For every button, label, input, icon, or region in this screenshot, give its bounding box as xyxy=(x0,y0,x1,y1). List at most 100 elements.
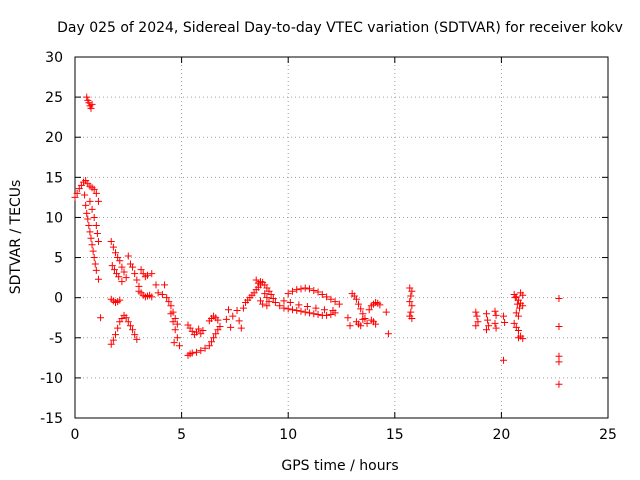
data-point xyxy=(233,307,241,315)
data-point xyxy=(482,310,490,318)
data-point xyxy=(365,306,373,314)
data-points xyxy=(71,93,563,388)
data-point xyxy=(376,301,384,309)
data-point xyxy=(297,285,305,293)
data-point xyxy=(229,312,237,320)
data-point xyxy=(227,323,235,331)
data-point xyxy=(137,266,145,274)
data-point xyxy=(193,348,201,356)
data-point xyxy=(500,356,508,364)
data-point xyxy=(485,322,493,330)
data-point xyxy=(92,221,100,229)
data-point xyxy=(86,197,94,205)
plot-frame xyxy=(74,56,609,419)
data-point xyxy=(314,288,322,296)
data-point xyxy=(235,317,243,325)
data-point xyxy=(407,308,415,316)
data-point xyxy=(133,276,141,284)
y-tick-label: 15 xyxy=(45,170,63,186)
x-tick-label: 0 xyxy=(71,427,80,443)
data-point xyxy=(90,213,98,221)
chart-title: Day 025 of 2024, Sidereal Day-to-day VTE… xyxy=(57,20,623,36)
data-point xyxy=(500,312,508,320)
y-axis-label: SDTVAR / TECUs xyxy=(8,180,24,295)
data-point xyxy=(122,314,130,322)
data-point xyxy=(237,324,245,332)
data-point xyxy=(83,93,91,101)
y-tick-label: -15 xyxy=(40,411,63,427)
y-tick-label: 30 xyxy=(45,50,63,66)
data-point xyxy=(310,286,318,294)
x-tick-label: 20 xyxy=(492,427,510,443)
data-point xyxy=(93,229,101,237)
data-point xyxy=(346,322,354,330)
y-tick-label: -10 xyxy=(40,371,63,387)
data-point xyxy=(312,304,320,312)
data-point xyxy=(118,278,126,286)
data-point xyxy=(288,306,296,314)
data-point xyxy=(491,307,499,315)
data-point xyxy=(116,296,124,304)
x-axis-label: GPS time / hours xyxy=(281,458,398,474)
data-point xyxy=(513,300,521,308)
data-point xyxy=(214,316,222,324)
data-point xyxy=(329,307,337,315)
data-point xyxy=(152,281,160,289)
data-point xyxy=(173,320,181,328)
data-point xyxy=(555,358,563,366)
data-point xyxy=(259,300,267,308)
data-point xyxy=(306,309,314,317)
data-point xyxy=(115,273,123,281)
data-point xyxy=(516,304,524,312)
data-point xyxy=(303,302,311,310)
data-point xyxy=(310,310,318,318)
data-point xyxy=(519,335,527,343)
data-point xyxy=(163,294,171,302)
data-point xyxy=(363,319,371,327)
data-point xyxy=(491,319,499,327)
data-point xyxy=(473,312,481,320)
data-point xyxy=(126,322,134,330)
data-point xyxy=(293,307,301,315)
data-point xyxy=(327,295,335,303)
data-point xyxy=(87,234,95,242)
data-point xyxy=(408,315,416,323)
data-point xyxy=(357,305,365,313)
data-point xyxy=(271,298,279,306)
data-point xyxy=(158,290,166,298)
y-tick-label: 25 xyxy=(45,90,63,106)
data-point xyxy=(199,327,207,335)
data-point xyxy=(91,260,99,268)
data-point xyxy=(514,312,522,320)
data-point xyxy=(112,331,120,339)
data-point xyxy=(286,298,294,306)
x-tick-label: 5 xyxy=(177,427,186,443)
data-point xyxy=(331,298,339,306)
data-point xyxy=(406,298,414,306)
data-point xyxy=(118,263,126,271)
data-point xyxy=(88,100,96,108)
data-point xyxy=(205,342,213,350)
data-point xyxy=(355,300,363,308)
data-point xyxy=(297,307,305,315)
data-point xyxy=(293,286,301,294)
data-point xyxy=(256,278,264,286)
data-point xyxy=(357,322,365,330)
data-point xyxy=(408,302,416,310)
data-point xyxy=(318,290,326,298)
data-point xyxy=(82,201,90,209)
data-point xyxy=(352,295,360,303)
x-tick-label: 10 xyxy=(279,427,297,443)
data-point xyxy=(555,294,563,302)
data-point xyxy=(501,319,509,327)
y-tick-label: 10 xyxy=(45,210,63,226)
data-point xyxy=(301,284,309,292)
data-point xyxy=(112,249,120,257)
data-point xyxy=(225,306,233,314)
data-point xyxy=(484,316,492,324)
data-point xyxy=(207,338,215,346)
data-point xyxy=(239,304,247,312)
data-point xyxy=(212,330,220,338)
